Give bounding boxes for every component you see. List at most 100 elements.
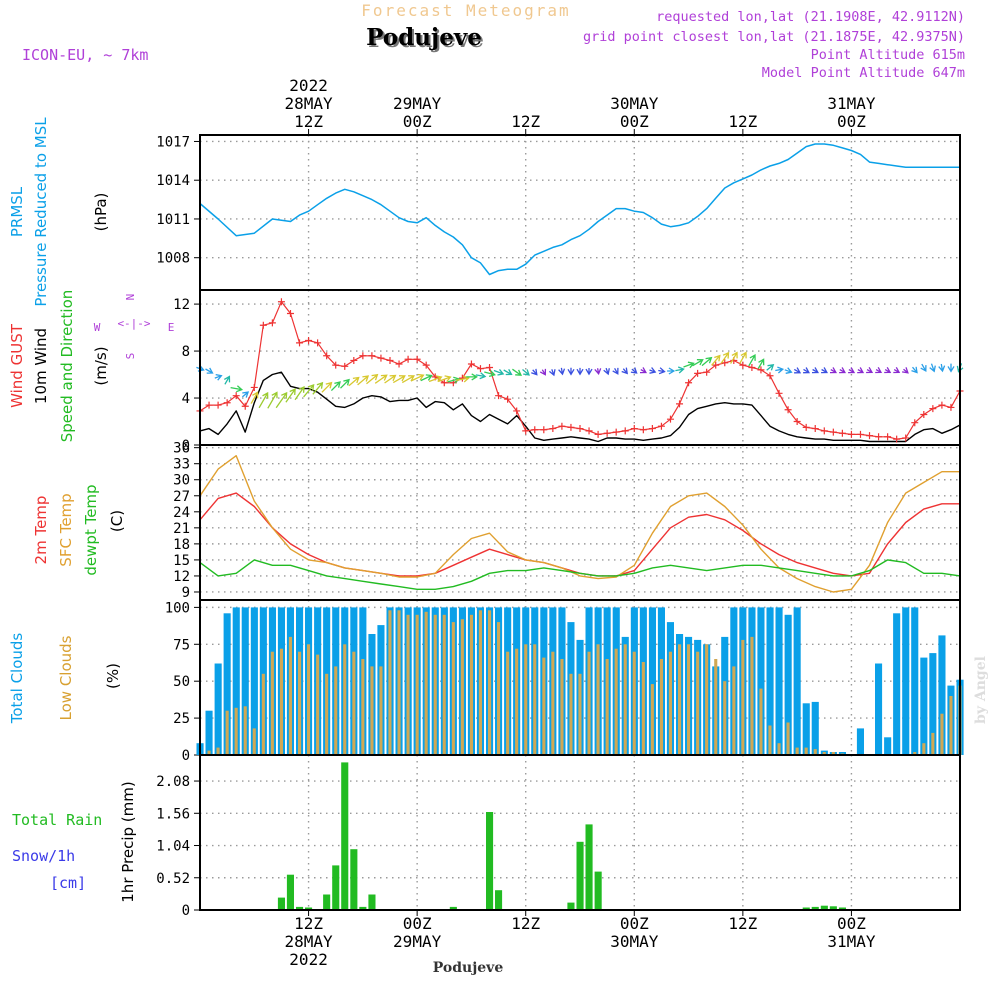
wind-direction-arrow xyxy=(775,366,785,374)
low-cloud-bar xyxy=(813,749,817,755)
wind-direction-arrow xyxy=(766,363,775,371)
wind-gust-marker xyxy=(305,336,313,344)
low-cloud-bar xyxy=(361,659,365,755)
y-tick-label: 1011 xyxy=(156,212,190,228)
wind-gust-marker xyxy=(712,361,720,369)
low-cloud-bar xyxy=(388,610,392,755)
wind-gust-marker xyxy=(323,352,331,360)
low-cloud-bar xyxy=(687,644,691,755)
low-cloud-bar xyxy=(949,696,953,755)
wind-direction-arrow xyxy=(630,367,638,374)
total-cloud-bar xyxy=(223,613,231,755)
legend-total-rain: Total Rain xyxy=(12,811,102,829)
grid-point-location: grid point closest lon,lat (21.1875E, 42… xyxy=(583,29,965,45)
low-cloud-bar xyxy=(759,688,763,755)
wind-direction-arrow xyxy=(594,368,602,376)
y-tick-label: 18 xyxy=(173,537,190,553)
low-cloud-bar xyxy=(913,752,917,755)
wind-gust-marker xyxy=(286,309,294,317)
wind-direction-arrow xyxy=(730,351,738,364)
low-cloud-bar xyxy=(524,644,528,755)
wind-direction-arrow xyxy=(275,391,288,409)
rain-bar xyxy=(576,841,584,910)
compass-arrows: <-|-> xyxy=(117,317,150,330)
legend-snow: Snow/1h xyxy=(12,847,75,865)
wind-direction-arrow xyxy=(466,373,478,381)
wind-direction-arrow xyxy=(205,367,214,374)
y-tick-label: 0 xyxy=(182,903,190,919)
temp-dewpoint-line xyxy=(199,559,961,590)
wind-direction-arrow xyxy=(392,375,406,384)
wind-gust-marker xyxy=(838,429,846,437)
footer-station: Podujeve xyxy=(433,960,504,976)
y-tick-label: 30 xyxy=(173,473,190,489)
rain-bar xyxy=(486,812,494,910)
low-cloud-bar xyxy=(786,722,790,755)
low-cloud-bar xyxy=(560,659,564,755)
wind-direction-arrow xyxy=(811,367,820,374)
low-cloud-bar xyxy=(307,644,311,755)
wind-gust-marker xyxy=(350,356,358,364)
pressure-side-label: Pressure Reduced to MSL xyxy=(32,117,50,307)
wind-gust-marker xyxy=(820,427,828,435)
wind-gust-marker xyxy=(911,419,919,427)
wind-gust-marker xyxy=(531,426,539,434)
watermark: by Angel xyxy=(973,656,989,724)
pressure-side-label: (hPa) xyxy=(92,193,110,232)
top-time-label: 00Z xyxy=(837,112,866,131)
rain-bar xyxy=(305,907,313,910)
low-cloud-bar xyxy=(596,644,600,755)
low-cloud-bar xyxy=(352,651,356,755)
wind-gust-marker xyxy=(314,339,322,347)
wind-gust-marker xyxy=(413,355,421,363)
side-labels: PRMSL Pressure Reduced to MSL (hPa) Wind GU… xyxy=(8,117,137,903)
wind-gust-marker xyxy=(947,403,955,411)
low-cloud-bar xyxy=(433,614,437,755)
y-tick-label: 4 xyxy=(182,391,190,407)
wind-gust-marker xyxy=(495,392,503,400)
wind-direction-arrow xyxy=(567,367,575,376)
y-tick-label: 12 xyxy=(173,569,190,585)
model-name: ICON-EU, ~ 7km xyxy=(22,46,148,64)
wind-gust-marker xyxy=(241,402,249,410)
low-cloud-bar xyxy=(325,673,329,755)
wind-gust-marker xyxy=(296,339,304,347)
wind-gust-marker xyxy=(929,405,937,413)
wind-gust-marker xyxy=(341,362,349,370)
low-cloud-bar xyxy=(488,610,492,755)
wind-gust-marker xyxy=(268,319,276,327)
wind-gust-marker xyxy=(486,364,494,371)
rain-bar xyxy=(296,906,304,910)
bottom-time-label: 29MAY xyxy=(393,932,442,951)
low-cloud-bar xyxy=(804,747,808,755)
wind-direction-arrow xyxy=(902,367,909,374)
temp-side-label: (C) xyxy=(108,510,126,532)
rain-bar xyxy=(323,894,331,910)
top-time-label: 12Z xyxy=(728,112,757,131)
wind-direction-arrow xyxy=(585,368,593,376)
wind-gust-marker xyxy=(395,360,403,368)
low-cloud-bar xyxy=(469,614,473,755)
wind-gust-marker xyxy=(513,407,521,415)
wind-direction-arrow xyxy=(321,381,333,393)
wind-direction-arrow xyxy=(947,363,955,373)
wind-gust-marker xyxy=(377,354,385,362)
rain-bar xyxy=(286,874,294,910)
wind-direction-arrow xyxy=(938,363,946,373)
wind-direction-arrow xyxy=(410,373,425,382)
wind-direction-arrow xyxy=(612,367,619,375)
top-time-label: 29MAY xyxy=(393,94,442,113)
y-tick-label: 2.08 xyxy=(156,774,190,790)
wind-gust-marker xyxy=(694,369,702,377)
low-cloud-bar xyxy=(288,636,292,755)
wind-gust-marker xyxy=(458,374,466,382)
low-cloud-bar xyxy=(379,666,383,755)
wind-direction-arrow xyxy=(857,367,865,374)
low-cloud-bar xyxy=(732,666,736,755)
rain-bar xyxy=(829,906,837,910)
wind-direction-arrow xyxy=(294,385,305,401)
low-cloud-bar xyxy=(668,651,672,755)
pressure-line xyxy=(199,143,960,276)
rain-bar xyxy=(820,905,828,910)
wind-gust-marker xyxy=(368,352,376,360)
